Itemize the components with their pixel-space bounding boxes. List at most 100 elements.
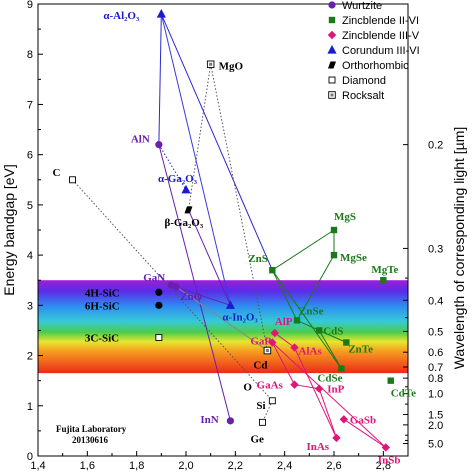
- label-mgse: MgSe: [340, 252, 367, 264]
- connection-line: [160, 13, 231, 306]
- data-points: [69, 9, 394, 452]
- label-ge: Ge: [250, 433, 264, 445]
- marker-alas: [290, 343, 299, 352]
- legend-marker-rocksalt: [328, 91, 336, 99]
- y-tick-label: 4: [27, 250, 33, 262]
- y-tick-label: 1: [27, 401, 33, 413]
- visible-spectrum-band: [38, 280, 408, 374]
- marker-cdse: [338, 365, 345, 372]
- connection-line: [294, 384, 320, 390]
- y-tick-label: 6: [27, 150, 33, 162]
- y2-axis-title: Wavelength of corresponding light [µm]: [451, 127, 467, 370]
- marker-gap: [268, 338, 277, 347]
- label-alas: AlAs: [299, 346, 323, 358]
- legend-label-orthorhombic: Orthorhombic: [342, 60, 409, 72]
- marker-ge: [259, 418, 266, 426]
- x-tick-label: 1,4: [30, 460, 45, 472]
- label-znte: ZnTe: [348, 343, 373, 355]
- marker-cdte: [387, 377, 394, 384]
- connection-line: [158, 14, 162, 145]
- y2-tick-label: 0.7: [428, 362, 443, 374]
- marker-6h-sic: [155, 301, 163, 309]
- x-tick-label: 2,4: [277, 460, 292, 472]
- label-ga-o: α-Ga₂O₃: [158, 173, 198, 185]
- y-tick-label: 9: [27, 0, 33, 11]
- connection-line: [160, 13, 273, 271]
- axes: 1,4 1,6 1,8 2,0 2,2 2,4 2,6 2,8 0 1 2 3 4 5 6 7 8 9 0.2 0.3…: [27, 0, 443, 472]
- label-mgte: MgTe: [371, 264, 398, 276]
- marker-mgse: [330, 251, 338, 259]
- marker-in-o: [225, 300, 235, 309]
- legend-label-diamond: Diamond: [342, 75, 386, 87]
- label-insb: InSb: [378, 454, 401, 466]
- legend-marker-corundum-iii-vi: [327, 45, 337, 54]
- marker-ga-o: [181, 184, 191, 194]
- connection-line: [318, 330, 342, 369]
- label-3c-sic: 3C-SiC: [85, 332, 119, 344]
- marker-zns: [269, 266, 276, 274]
- marker-ga-o: [184, 206, 193, 214]
- x-tick-label: 2,0: [178, 460, 193, 472]
- y-tick-label: 3: [27, 300, 33, 312]
- label-inp: InP: [327, 384, 344, 396]
- label-in-o: α-In₂O₃: [222, 311, 258, 323]
- connection-line: [318, 388, 337, 439]
- label-zns: ZnS: [248, 253, 268, 265]
- marker-c: [69, 176, 76, 184]
- x-tick-label: 2,8: [376, 460, 391, 472]
- connection-line: [271, 342, 387, 448]
- credit-line-1: Fujita Laboratory: [56, 424, 127, 434]
- legend-label-wurtzite: Wurtzite: [342, 0, 382, 12]
- marker-alp: [270, 328, 279, 338]
- marker-inas: [332, 433, 341, 443]
- y2-tick-label: 0.6: [428, 347, 443, 359]
- y-tick-label: 0: [27, 451, 33, 463]
- y-tick-label: 8: [27, 49, 33, 61]
- legend-marker-wurtzite: [328, 1, 336, 9]
- y2-tick-label: 1.0: [428, 389, 443, 401]
- legend-marker-zincblende-ii-vi: [328, 16, 336, 24]
- connection-line: [72, 179, 273, 402]
- label-cdse: CdSe: [317, 373, 342, 385]
- label-gap: GaP: [250, 335, 271, 347]
- marker-zno: [172, 283, 180, 291]
- label-c: C: [53, 167, 61, 179]
- connection-line: [271, 342, 295, 385]
- legend-label-corundum-iii-vi: Corundum III-VI: [342, 45, 420, 57]
- legend: Wurtzite Zincblende II-VI Zincblende III-V…: [327, 0, 420, 102]
- marker-insb: [381, 443, 390, 452]
- connection-line: [343, 418, 387, 448]
- connection-line: [294, 347, 337, 439]
- marker-mgte: [380, 277, 387, 284]
- label-6h-sic: 6H-SiC: [85, 300, 120, 312]
- marker-cd: [263, 346, 272, 355]
- y2-tick-label: 0.3: [428, 243, 443, 255]
- y2-tick-label: 0.2: [428, 140, 443, 152]
- y2-tick-label: 0.5: [428, 326, 443, 338]
- label-inas: InAs: [306, 441, 329, 453]
- label-mgs: MgS: [334, 211, 356, 223]
- y2-tick-label: 2.0: [428, 420, 443, 432]
- point-labels: α-Al₂O₃ MgO AlN Cα-Ga₂O₃ β-Ga₂O₃ GaN ZnO 4H-SiC…: [53, 10, 417, 466]
- y2-tick-label: 0.8: [428, 373, 443, 385]
- rocksalt-marker-core: [330, 93, 334, 97]
- marker-gasb: [339, 415, 349, 424]
- label-cds: CdS: [323, 325, 343, 337]
- connection-line: [296, 254, 335, 321]
- marker-si: [268, 397, 276, 405]
- marker-3c-sic: [155, 334, 163, 341]
- y2-tick-label: 5.0: [428, 439, 443, 451]
- marker-inp: [315, 384, 324, 393]
- credit-line-2: 20130616: [72, 435, 109, 445]
- connection-lines: [72, 13, 387, 448]
- label-gasb: GaSb: [350, 414, 376, 426]
- label-znse: ZnSe: [299, 305, 324, 317]
- label-mgo: MgO: [219, 60, 244, 72]
- label-cd: Cd: [253, 360, 267, 372]
- marker-znse: [293, 317, 301, 324]
- rocksalt-marker-core: [265, 349, 269, 353]
- marker-inn: [226, 417, 234, 425]
- visible-light-band: [38, 280, 408, 374]
- label-o: O: [243, 382, 252, 394]
